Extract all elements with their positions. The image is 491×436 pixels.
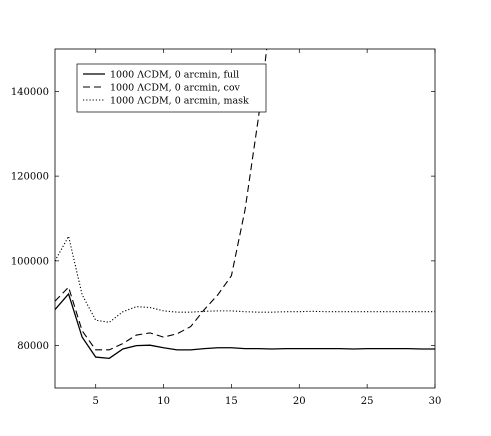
- x-tick-label: 15: [225, 396, 238, 407]
- legend-box: [76, 63, 267, 113]
- y-tick-label: 100000: [11, 256, 49, 267]
- y-tick-label: 80000: [17, 341, 49, 352]
- x-tick-label: 25: [361, 396, 374, 407]
- x-tick-label: 10: [157, 396, 170, 407]
- series-line-solid: [55, 292, 435, 360]
- legend-label: 1000 ΛCDM, 0 arcmin, full: [110, 70, 239, 81]
- series-group: [55, 49, 435, 360]
- legend-label: 1000 ΛCDM, 0 arcmin, cov: [110, 83, 241, 94]
- legend: 1000 ΛCDM, 0 arcmin, full 1000 ΛCDM, 0 ar…: [76, 63, 267, 113]
- legend-label: 1000 ΛCDM, 0 arcmin, mask: [110, 96, 249, 107]
- x-tick-label: 30: [429, 396, 442, 407]
- x-tick-label: 5: [93, 396, 99, 407]
- axis-ticks: 5 10 15 20 25 30 80000 100000 120000 140000: [11, 49, 442, 407]
- y-tick-label: 120000: [11, 172, 49, 183]
- series-line-dotted: [55, 234, 435, 323]
- plot-frame: [54, 48, 436, 389]
- series-line-dashed: [55, 49, 268, 351]
- x-tick-label: 20: [293, 396, 306, 407]
- y-tick-label: 140000: [11, 87, 49, 98]
